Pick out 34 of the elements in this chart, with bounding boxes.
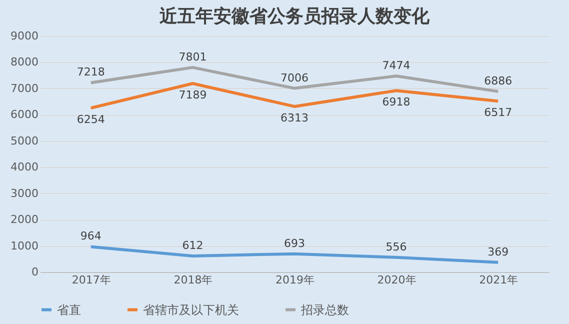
y-tick-label: 9000 — [10, 30, 38, 42]
y-tick-label: 7000 — [10, 82, 38, 95]
data-label: 7474 — [382, 59, 410, 72]
data-label: 6886 — [484, 74, 512, 88]
y-tick-label: 5000 — [10, 134, 38, 148]
legend-label: 招录总数 — [300, 302, 349, 317]
legend-label: 省直 — [57, 302, 81, 317]
y-tick-label: 0 — [32, 266, 38, 278]
data-label: 7218 — [76, 66, 105, 79]
chart-title: 近五年安徽省公务员招录人数变化 — [158, 6, 430, 27]
y-tick-label: 8000 — [10, 56, 38, 69]
data-label: 7801 — [178, 50, 207, 64]
data-label: 369 — [488, 245, 509, 258]
data-label: 693 — [284, 236, 305, 250]
y-tick-label: 1000 — [10, 239, 38, 252]
x-tick-label: 2021年 — [479, 274, 518, 286]
data-label: 6918 — [382, 96, 410, 109]
y-tick-label: 3000 — [10, 186, 38, 200]
data-label: 612 — [182, 238, 204, 252]
data-label: 6313 — [280, 111, 308, 124]
data-label: 7006 — [280, 71, 308, 84]
y-tick-label: 4000 — [10, 160, 38, 174]
data-label: 556 — [386, 240, 407, 254]
data-label: 6254 — [76, 113, 105, 126]
data-label: 964 — [80, 230, 102, 243]
legend-label: 省辖市及以下机关 — [143, 302, 239, 317]
data-label: 6517 — [484, 106, 512, 120]
x-tick-label: 2018年 — [174, 274, 213, 286]
y-tick-label: 6000 — [10, 108, 38, 122]
x-tick-label: 2017年 — [72, 274, 111, 286]
y-tick-label: 2000 — [10, 213, 38, 226]
x-tick-label: 2019年 — [276, 274, 314, 286]
x-tick-label: 2020年 — [377, 274, 416, 286]
data-label: 7189 — [178, 88, 207, 102]
